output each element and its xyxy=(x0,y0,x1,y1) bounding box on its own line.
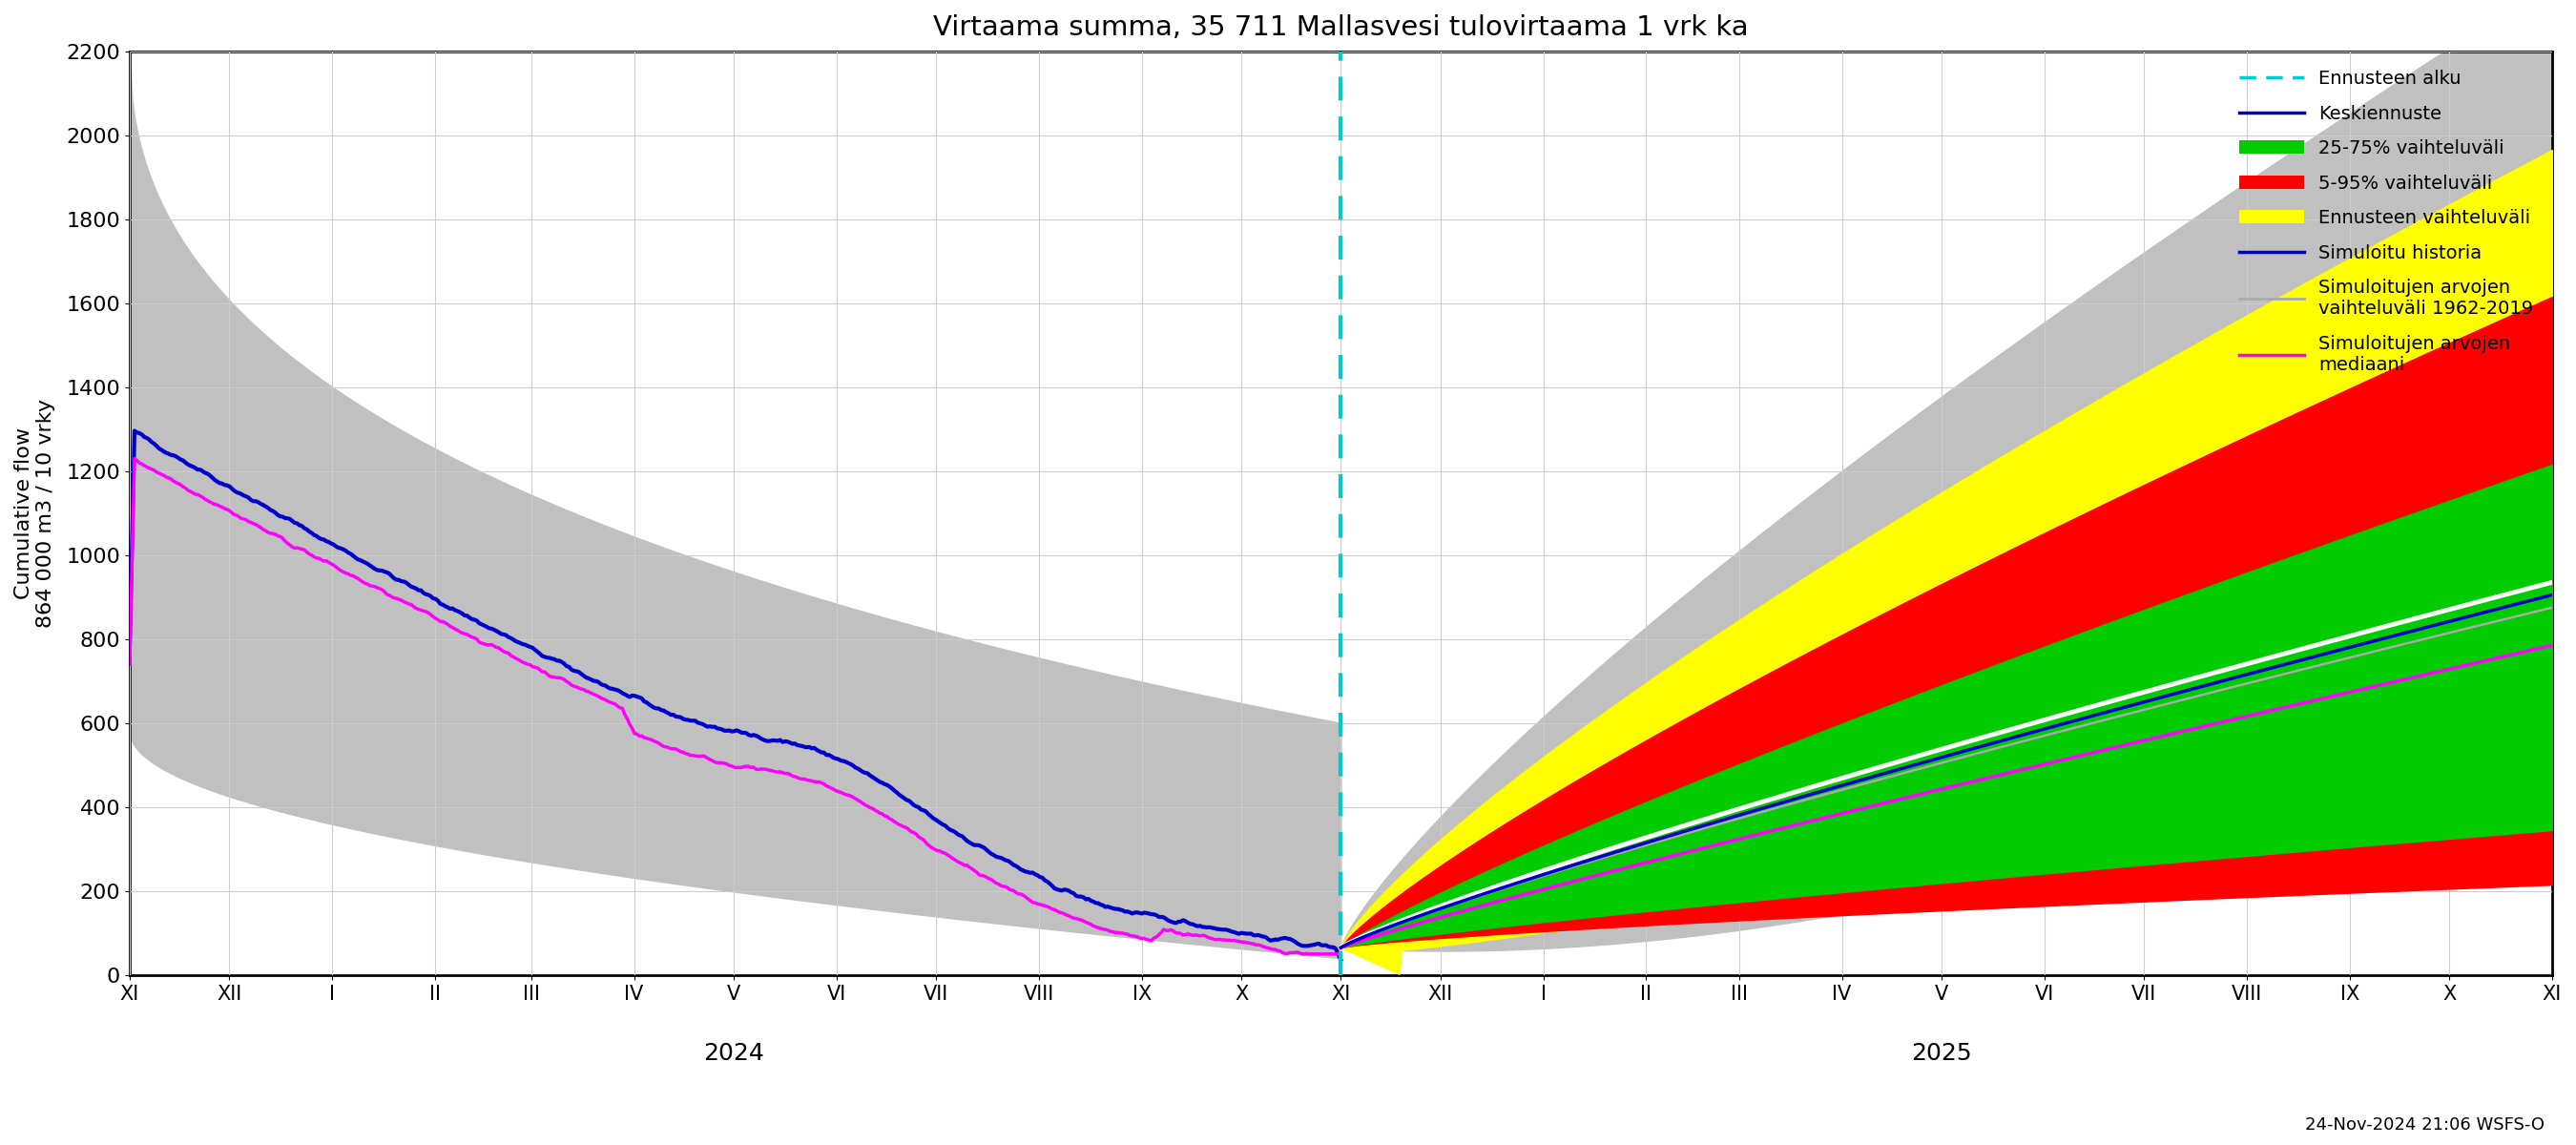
Legend: Ennusteen alku, Keskiennuste, 25-75% vaihteluväli, 5-95% vaihteluväli, Ennusteen: Ennusteen alku, Keskiennuste, 25-75% vai… xyxy=(2231,61,2543,382)
Text: 2025: 2025 xyxy=(1911,1042,1971,1065)
Text: 24-Nov-2024 21:06 WSFS-O: 24-Nov-2024 21:06 WSFS-O xyxy=(2306,1116,2545,1134)
Title: Virtaama summa, 35 711 Mallasvesi tulovirtaama 1 vrk ka: Virtaama summa, 35 711 Mallasvesi tulovi… xyxy=(933,14,1749,41)
Text: 2024: 2024 xyxy=(703,1042,765,1065)
Y-axis label: Cumulative flow
864 000 m3 / 10 vrky: Cumulative flow 864 000 m3 / 10 vrky xyxy=(15,398,57,627)
